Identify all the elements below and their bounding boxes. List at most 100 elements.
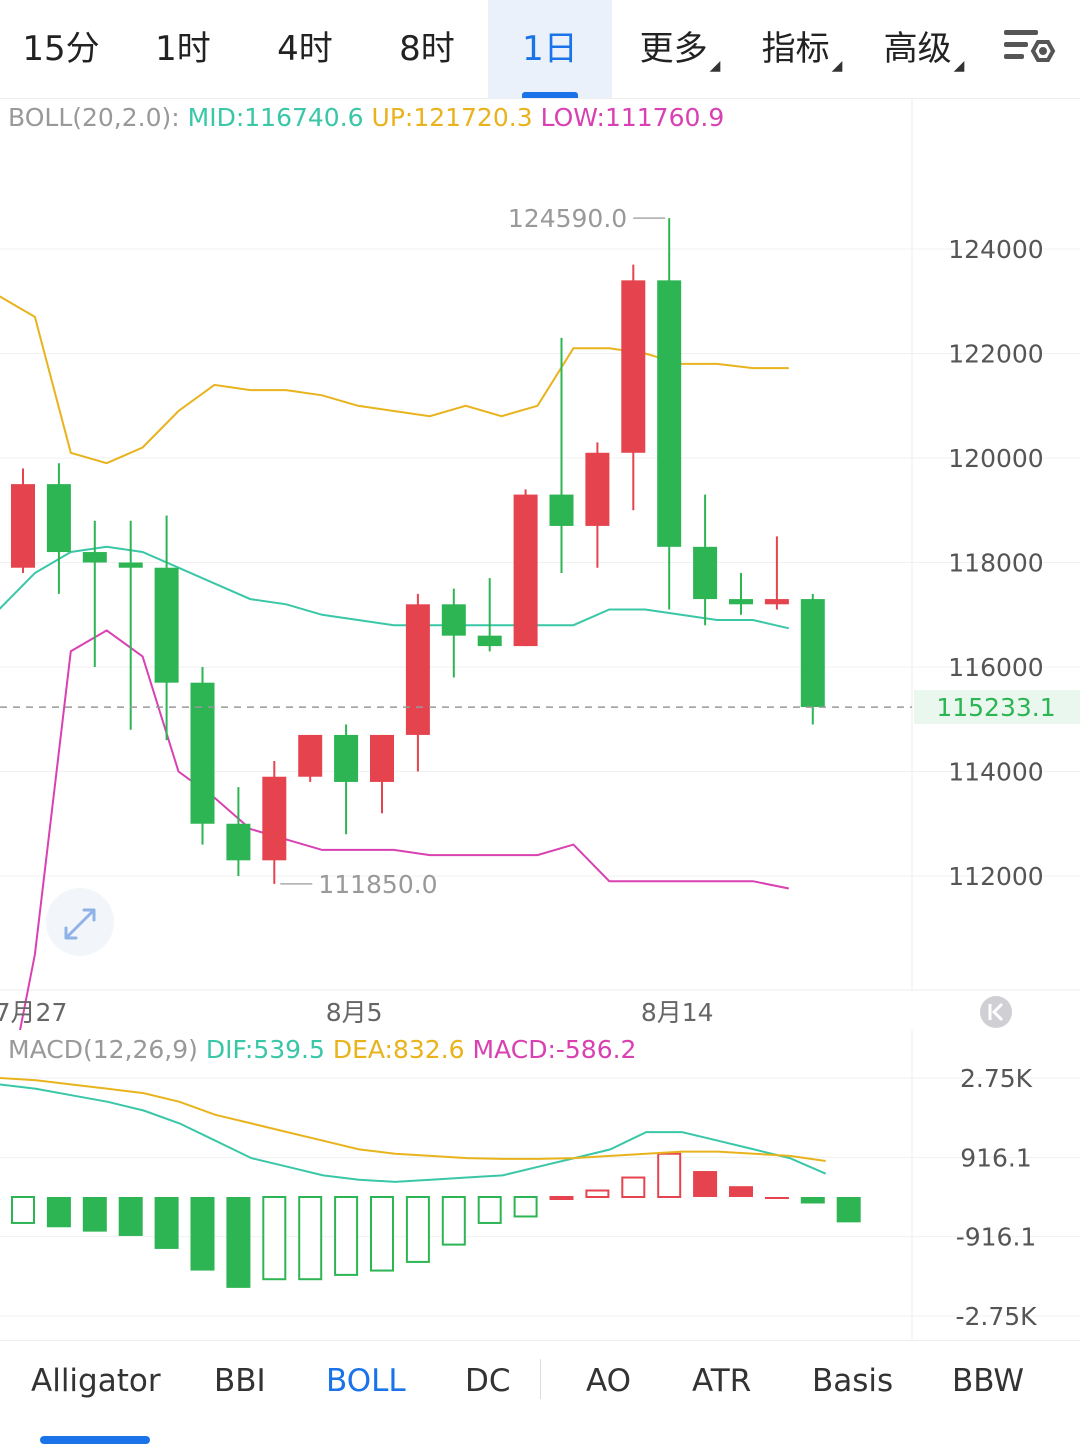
candle	[190, 667, 215, 845]
macd-hist-bar	[549, 1196, 574, 1200]
macd-chart[interactable]: 2.75K 916.1 -916.1 -2.75K	[0, 1030, 1080, 1340]
divider	[540, 1359, 541, 1399]
candle-body	[298, 734, 323, 777]
candle	[657, 218, 682, 610]
indicator-alligator[interactable]: Alligator	[31, 1363, 161, 1399]
candle-body	[190, 682, 215, 824]
y-tick-label: -2.75K	[955, 1302, 1037, 1331]
y-tick-label: 116000	[948, 653, 1043, 682]
tab-1d[interactable]: 1日	[488, 0, 612, 98]
macd-hist-bar	[477, 1196, 502, 1224]
candle-body	[729, 599, 753, 605]
y-tick-label: 120000	[948, 444, 1043, 473]
boll-up-value: UP:121720.3	[371, 103, 533, 132]
indicator-bar: Alligator BBI BOLL DC AO ATR Basis BBW	[0, 1340, 1080, 1444]
macd-hist-bar	[370, 1196, 394, 1272]
indicator-atr[interactable]: ATR	[692, 1363, 752, 1399]
tab-8h[interactable]: 8时	[399, 29, 455, 69]
macd-hist-bar	[585, 1189, 610, 1198]
candle	[693, 494, 718, 626]
macd-dea-line	[0, 1077, 826, 1162]
candle-body	[370, 734, 394, 782]
macd-hist-bar	[190, 1197, 215, 1271]
x-tick-label: 8月5	[326, 998, 383, 1027]
candle	[154, 515, 179, 741]
home-indicator	[40, 1436, 150, 1444]
tab-advanced[interactable]: 高级 ◢	[883, 29, 965, 74]
boll-low-value: LOW:111760.9	[540, 103, 725, 132]
tab-indicators[interactable]: 指标 ◢	[761, 29, 843, 74]
candle-body	[477, 635, 502, 647]
candle-body	[513, 494, 538, 647]
tab-more[interactable]: 更多 ◢	[639, 29, 721, 74]
y-tick-label: 916.1	[960, 1143, 1032, 1172]
high-price-label: 124590.0	[508, 204, 627, 233]
candle	[585, 442, 610, 568]
indicator-bbw[interactable]: BBW	[952, 1363, 1025, 1399]
boll-legend: BOLL(20,2.0): MID:116740.6 UP:121720.3 L…	[8, 103, 725, 132]
macd-dea-value: DEA:832.6	[332, 1035, 465, 1064]
candle	[405, 593, 430, 772]
macd-hist-bar	[729, 1186, 753, 1197]
candle-body	[621, 280, 646, 453]
indicator-basis[interactable]: Basis	[812, 1363, 894, 1399]
tab-1h[interactable]: 1时	[155, 29, 211, 69]
macd-hist-bar	[836, 1197, 861, 1223]
y-tick-label: 2.75K	[960, 1064, 1033, 1093]
candle	[477, 578, 502, 652]
candle	[11, 468, 35, 573]
candle	[621, 264, 646, 511]
macd-hist-bar	[800, 1197, 825, 1204]
candle-body	[334, 734, 359, 782]
tab-15m[interactable]: 15分	[22, 29, 100, 69]
boll-mid-line	[0, 545, 790, 630]
candle-body	[11, 484, 35, 568]
macd-hist-bar	[226, 1197, 251, 1288]
chart-settings-icon[interactable]	[1000, 24, 1058, 74]
candlestick-chart[interactable]: 124000 122000 120000 118000 116000 114000 1120…	[0, 98, 1080, 1030]
expand-arrows-icon[interactable]	[46, 888, 114, 956]
macd-hist-bar	[11, 1196, 35, 1224]
x-tick-label: 7月27	[0, 998, 67, 1027]
macd-hist-bar	[513, 1196, 538, 1218]
boll-mid-value: MID:116740.6	[187, 103, 364, 132]
macd-hist-bar	[693, 1171, 718, 1197]
indicator-boll[interactable]: BOLL	[326, 1363, 406, 1399]
candle	[729, 572, 753, 615]
y-tick-label: 122000	[948, 340, 1043, 369]
last-price-tag	[914, 690, 1080, 725]
indicator-bbi[interactable]: BBI	[214, 1363, 266, 1399]
candle	[82, 520, 107, 667]
candle-body	[226, 823, 251, 861]
candle	[226, 787, 251, 876]
candle-body	[405, 604, 430, 735]
macd-hist-bar	[82, 1197, 107, 1232]
macd-hist-bar	[334, 1196, 359, 1276]
candle	[334, 724, 359, 835]
candle-body	[549, 494, 574, 526]
indicator-ao[interactable]: AO	[586, 1363, 632, 1399]
candle-body	[800, 599, 825, 708]
indicator-dc[interactable]: DC	[465, 1363, 511, 1399]
candle	[800, 593, 825, 725]
macd-legend: MACD(12,26,9) DIF:539.5 DEA:832.6 MACD:-…	[8, 1035, 637, 1064]
macd-hist-bar	[441, 1196, 466, 1246]
candle	[118, 520, 143, 730]
y-tick-label: 124000	[948, 235, 1043, 264]
macd-hist-bar	[118, 1197, 143, 1236]
candle-body	[118, 562, 143, 568]
y-tick-label: 112000	[948, 862, 1043, 891]
candle	[262, 761, 287, 884]
macd-hist-bar	[262, 1196, 287, 1281]
tab-4h[interactable]: 4时	[277, 29, 333, 69]
boll-upper-line	[0, 295, 789, 465]
macd-dif-line	[0, 1083, 827, 1183]
caret-down-icon: ◢	[831, 58, 843, 74]
caret-down-icon: ◢	[709, 58, 721, 74]
boll-lower-line	[19, 629, 789, 1030]
candle-body	[154, 567, 179, 683]
x-tick-label: 8月14	[641, 998, 714, 1027]
y-tick-label: 114000	[948, 758, 1043, 787]
scroll-to-latest-icon[interactable]	[980, 996, 1012, 1028]
candle	[549, 337, 574, 573]
